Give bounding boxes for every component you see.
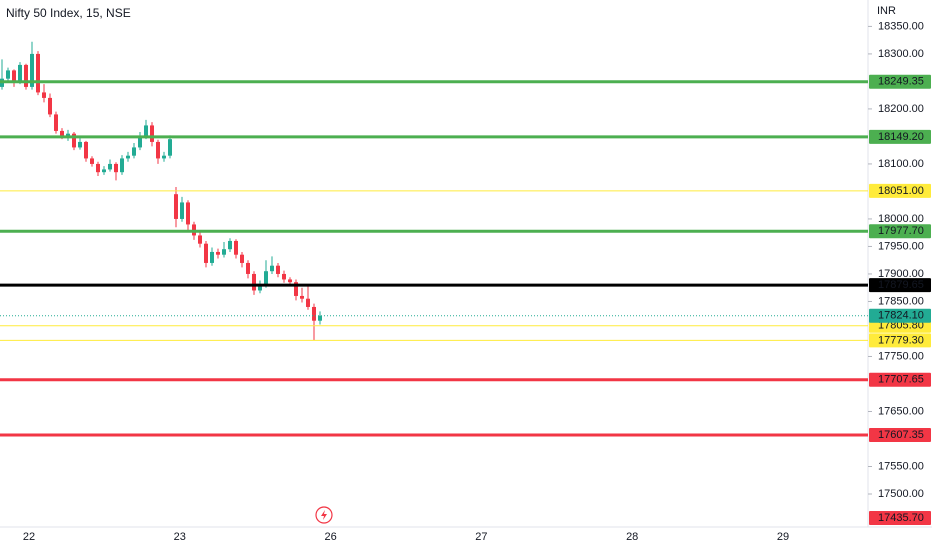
candle-body [30,53,34,87]
y-tick-label: 18300.00 [878,48,924,60]
level-label-box [869,224,931,239]
candle-body [18,64,22,82]
level-label-box [869,129,931,144]
y-tick-label: 18200.00 [878,103,924,115]
candle-body [228,240,232,250]
x-tick-label: 29 [777,531,789,543]
y-tick-label: 17650.00 [878,405,924,417]
candle-body [306,298,310,307]
y-tick-label: 17900.00 [878,268,924,280]
candle-body [156,141,160,159]
candle-body [42,92,46,98]
candle-body [240,254,244,263]
y-tick-label: 17750.00 [878,350,924,362]
y-tick-label: 17500.00 [878,488,924,500]
currency: INR [877,5,896,17]
candle-body [282,273,286,280]
candle-body [216,251,220,255]
candle-body [258,284,262,291]
candle-body [150,125,154,142]
candle-body [36,53,40,93]
candle-body [132,147,136,156]
candle-body [276,265,280,274]
candle-body [186,202,190,225]
x-tick-label: 26 [324,531,336,543]
x-tick-label: 22 [23,531,35,543]
y-tick-label: 18350.00 [878,20,924,32]
candle-body [234,240,238,255]
candle-body [252,273,256,291]
y-tick-label: 18000.00 [878,213,924,225]
candle-body [210,251,214,263]
y-tick-label: 17850.00 [878,295,924,307]
level-label: 17607.35 [878,429,924,441]
candle-body [246,262,250,274]
icon-bolt[interactable] [321,510,327,520]
level-label: 17879.65 [878,279,924,291]
candle-body [312,306,316,321]
candle-body [300,295,304,299]
level-label-box [869,183,931,198]
candle-body [126,155,130,159]
level-label: 18249.35 [878,76,924,88]
candle-body [84,141,88,159]
candle-body [6,70,10,79]
candle-body [168,139,172,156]
level-label: 17779.30 [878,334,924,346]
candle-body [204,243,208,263]
candle-body [24,64,28,87]
y-tick-label: 18100.00 [878,158,924,170]
candle-body [66,133,70,137]
candle-body [90,158,94,164]
level-label: 17707.65 [878,374,924,386]
level-label-box [869,278,931,293]
x-tick-label: 27 [475,531,487,543]
candle-body [12,70,16,82]
level-label: 17977.70 [878,225,924,237]
level-label-box [869,333,931,348]
candle-body [270,265,274,272]
candle-body [180,202,184,219]
candle-body [108,163,112,170]
chart-title: Nifty 50 Index, 15, NSE [6,6,131,20]
candle-body [264,271,268,285]
candle-body [96,163,100,173]
level-label-box [869,511,931,525]
y-tick-label: 17550.00 [878,460,924,472]
candle-body [318,315,322,321]
candle-body [72,133,76,148]
candle-body [174,194,178,219]
level-label: 18051.00 [878,185,924,197]
x-tick-label: 23 [174,531,186,543]
level-label-box [869,427,931,442]
candle-body [48,97,52,115]
candle-body [198,235,202,244]
level-label-box [869,74,931,89]
candle-body [114,163,118,173]
candle-body [60,130,64,137]
candle-body [78,141,82,148]
last-price-label: 17824.10 [878,310,924,322]
level-label: 17435.70 [878,512,924,524]
candle-body [288,279,292,283]
candle-body [120,158,124,173]
last-price-box [869,308,931,323]
candle-body [54,114,58,131]
level-label-box [869,372,931,387]
session-icon[interactable] [315,506,333,524]
candle-body [294,282,298,296]
level-label: 18149.20 [878,131,924,143]
candle-body [162,155,166,159]
candle-body [138,136,142,148]
candle-body [222,249,226,255]
x-tick-label: 28 [626,531,638,543]
candle-body [144,125,148,137]
y-tick-label: 17950.00 [878,240,924,252]
candle-body [102,169,106,173]
